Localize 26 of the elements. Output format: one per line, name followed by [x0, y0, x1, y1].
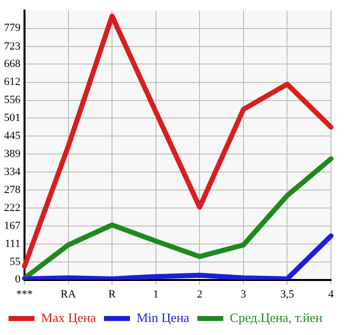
y-tick-label: 167 [4, 220, 21, 232]
x-tick-label: RA [60, 288, 76, 300]
legend-label: Max Цена [41, 310, 96, 325]
y-tick-label: 668 [4, 58, 21, 70]
x-tick-label: 4 [328, 288, 334, 300]
legend-label: Сред.Цена, т.йен [230, 310, 323, 325]
y-tick-label: 779 [4, 22, 21, 34]
y-tick-label: 0 [15, 274, 21, 286]
y-tick-label: 111 [4, 238, 20, 250]
y-tick-label: 612 [4, 76, 20, 88]
y-tick-label: 278 [4, 184, 21, 196]
y-tick-label: 445 [4, 130, 21, 142]
x-tick-label: R [108, 288, 116, 300]
y-tick-label: 55 [10, 256, 21, 268]
y-tick-label: 556 [4, 94, 21, 106]
x-tick-label: 1 [153, 288, 159, 300]
y-tick-label: 389 [4, 148, 21, 160]
x-tick-label: 3,5 [280, 288, 295, 300]
x-tick-label: 2 [196, 288, 202, 300]
y-tick-label: 222 [4, 202, 20, 214]
x-tick-label: *** [16, 288, 33, 300]
x-tick-label: 3 [240, 288, 247, 300]
y-tick-label: 723 [4, 40, 21, 52]
y-tick-label: 501 [4, 112, 20, 124]
legend-label: Min Цена [136, 310, 190, 325]
y-tick-label: 334 [4, 166, 21, 178]
